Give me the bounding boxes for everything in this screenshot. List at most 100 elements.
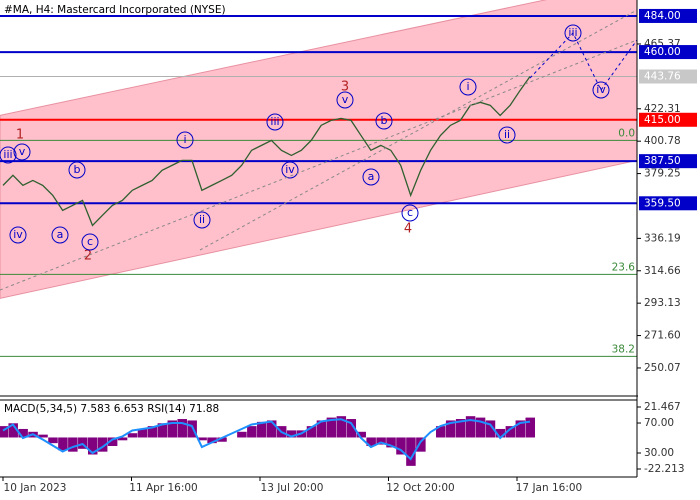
level-box: [639, 112, 697, 127]
wave-circle: [9, 226, 27, 244]
wave-circle: [51, 226, 69, 244]
macd-bar: [87, 437, 98, 455]
wave-label: iii: [270, 115, 279, 128]
macd-bar: [316, 420, 327, 438]
wave-label: ii: [504, 128, 510, 141]
macd-bar: [157, 423, 168, 438]
y-tick-label: 422.31: [644, 103, 681, 115]
fib-label: 0.0: [618, 127, 635, 139]
fib-label: 38.2: [612, 343, 635, 355]
x-tick-label: 11 Apr 16:00: [129, 482, 197, 494]
macd-bar: [117, 437, 128, 441]
wave-label: c: [87, 235, 93, 248]
rsi-line: [2, 418, 531, 461]
macd-bar: [107, 437, 118, 446]
current-price-label: 443.76: [644, 71, 681, 83]
trend-line: [199, 9, 638, 251]
macd-bar: [18, 428, 28, 438]
macd-bar: [257, 421, 267, 438]
macd-bar: [306, 426, 317, 438]
wave-circle: [592, 81, 610, 99]
level-box: [639, 196, 697, 211]
wave-circle: [336, 91, 354, 109]
y2-tick-label: 70.00: [644, 417, 674, 429]
wave-circle: [68, 161, 86, 179]
wave-circle: [176, 131, 194, 149]
chart-title: #MA, H4: Mastercard Incorporated (NYSE): [4, 4, 226, 16]
wave-circle: [362, 168, 380, 186]
wave-label: 3: [341, 80, 349, 95]
y-tick-label: 336.19: [644, 232, 681, 244]
wave-label: 4: [404, 222, 412, 237]
y-tick-label: 379.25: [644, 168, 681, 180]
macd-bar: [515, 420, 526, 438]
macd-bar: [386, 437, 396, 448]
macd-bar: [177, 419, 187, 438]
y-tick-label: 250.07: [644, 362, 681, 374]
macd-bar: [167, 420, 178, 438]
wave-label: iv: [285, 163, 295, 176]
macd-bar: [247, 426, 257, 438]
macd-bar: [266, 420, 277, 438]
wave-label: i: [466, 80, 469, 93]
level-label: 460.00: [644, 46, 681, 58]
macd-bar: [137, 428, 148, 438]
macd-bar: [97, 437, 108, 452]
macd-bar: [525, 417, 535, 438]
macd-bar: [455, 419, 466, 438]
wave-circle: [193, 211, 211, 229]
macd-bar: [127, 433, 138, 438]
macd-bar: [346, 419, 357, 438]
macd-bar: [68, 437, 78, 452]
macd-bar: [217, 437, 227, 442]
macd-bar: [366, 437, 376, 446]
macd-bar: [406, 437, 416, 466]
wave-circle: [459, 78, 477, 96]
wave-label: a: [57, 228, 64, 241]
y-tick-label: 400.78: [644, 135, 681, 147]
level-box: [639, 154, 697, 169]
level-label: 387.50: [644, 155, 681, 167]
wave-circle: [13, 143, 31, 161]
macd-bar: [237, 431, 247, 438]
macd-bar: [147, 426, 158, 438]
macd-bar: [436, 426, 446, 438]
macd-bar: [485, 420, 496, 438]
macd-bar: [48, 437, 58, 444]
y-tick-label: -22.213: [644, 463, 685, 475]
macd-bar: [445, 420, 456, 438]
macd-bar: [396, 437, 406, 455]
wave-label: 1: [16, 128, 24, 143]
wave-circle: [564, 24, 582, 42]
wave-label: 2: [84, 249, 92, 264]
wave-label: a: [368, 170, 375, 183]
wave-circle: [498, 126, 516, 144]
price-box: [639, 69, 697, 84]
indicator-title: MACD(5,34,5) 7.583 6.653 RSI(14) 71.88: [4, 403, 219, 415]
y-tick-label: 314.66: [644, 265, 681, 277]
y2-tick-label: 30.00: [644, 447, 674, 459]
macd-bar: [475, 417, 486, 438]
macd-bar: [336, 416, 347, 438]
macd-bar: [38, 434, 48, 438]
macd-bar: [207, 437, 217, 444]
level-label: 484.00: [644, 10, 681, 22]
wave-circle: [401, 204, 419, 222]
wave-circle: [81, 233, 99, 251]
wave-circle: [0, 146, 17, 164]
wave-label: i: [183, 133, 186, 146]
macd-bar: [187, 420, 197, 438]
level-label: 415.00: [644, 114, 681, 126]
y-tick-label: 21.467: [644, 401, 681, 413]
y-tick-label: 293.13: [644, 297, 681, 309]
wave-circle: [281, 161, 299, 179]
wave-label: iii: [3, 148, 12, 161]
trend-line: [0, 39, 638, 291]
x-tick-label: 13 Jul 20:00: [261, 482, 324, 494]
wave-label: c: [407, 206, 413, 219]
macd-bar: [505, 426, 516, 438]
macd-bar: [465, 416, 476, 438]
macd-bar: [376, 437, 386, 445]
macd-bar: [58, 437, 68, 451]
